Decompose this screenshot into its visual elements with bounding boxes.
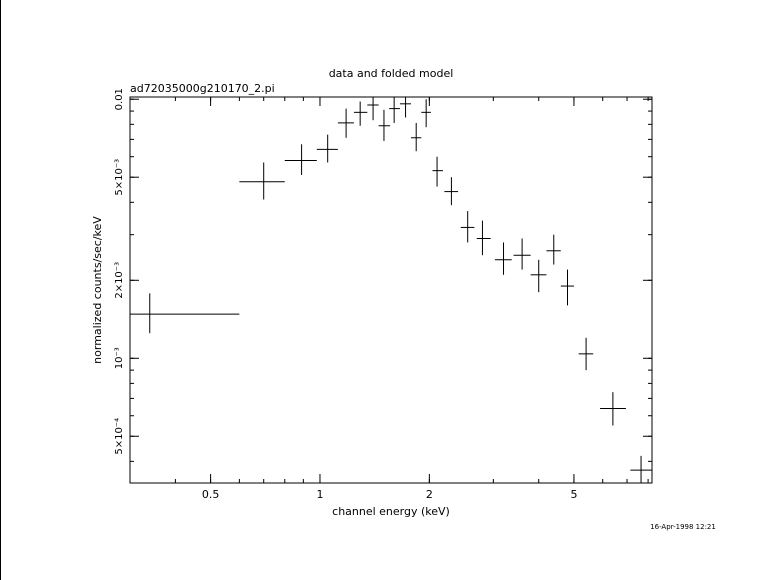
- data-point: [337, 108, 354, 138]
- y-tick-labels: 0.01 5×10⁻³ 2×10⁻³ 10⁻³ 5×10⁻⁴: [114, 88, 125, 455]
- chart-title: data and folded model: [329, 67, 454, 80]
- y-tick-label: 0.01: [114, 88, 125, 110]
- data-point: [399, 97, 411, 118]
- data-point: [600, 392, 626, 426]
- data-point: [444, 177, 459, 206]
- y-tick-label: 5×10⁻³: [114, 159, 125, 196]
- y-tick-label: 10⁻³: [114, 347, 125, 369]
- data-point: [284, 144, 317, 175]
- timestamp: 16-Apr-1998 12:21: [650, 523, 716, 531]
- data-point: [560, 269, 574, 306]
- x-tick-label: 1: [316, 488, 323, 501]
- y-axis-label: normalized counts/sec/keV: [91, 216, 104, 364]
- minor-ticks: [129, 97, 652, 483]
- x-axis-label: channel energy (keV): [332, 505, 450, 518]
- plot-frame: [129, 96, 653, 484]
- x-tick-label: 0.5: [202, 488, 220, 501]
- major-ticks: [130, 97, 652, 483]
- x-tick-label: 2: [426, 488, 433, 501]
- data-point: [367, 97, 379, 121]
- x-tick-label: 5: [570, 488, 577, 501]
- data-point: [476, 220, 491, 256]
- data-point: [530, 259, 547, 293]
- y-tick-label: 5×10⁻⁴: [114, 418, 125, 455]
- data-point: [353, 101, 368, 126]
- chart-subtitle: ad72035000g210170_2.pi: [130, 82, 275, 95]
- data-point: [513, 238, 531, 270]
- y-tick-label: 2×10⁻³: [114, 262, 125, 299]
- data-point: [389, 97, 400, 123]
- window-left-border: [0, 0, 1, 580]
- data-point: [421, 99, 431, 128]
- data-point: [494, 242, 512, 275]
- data-point: [239, 162, 285, 200]
- data-points: [130, 97, 652, 483]
- data-point: [432, 156, 443, 187]
- data-point: [546, 234, 561, 265]
- data-point: [378, 109, 391, 141]
- x-tick-labels: 0.5 1 2 5: [202, 488, 578, 501]
- data-point: [630, 455, 652, 483]
- data-point: [316, 134, 338, 163]
- data-point: [130, 293, 240, 334]
- data-point: [578, 337, 594, 371]
- data-point: [460, 211, 475, 243]
- data-point: [410, 122, 422, 152]
